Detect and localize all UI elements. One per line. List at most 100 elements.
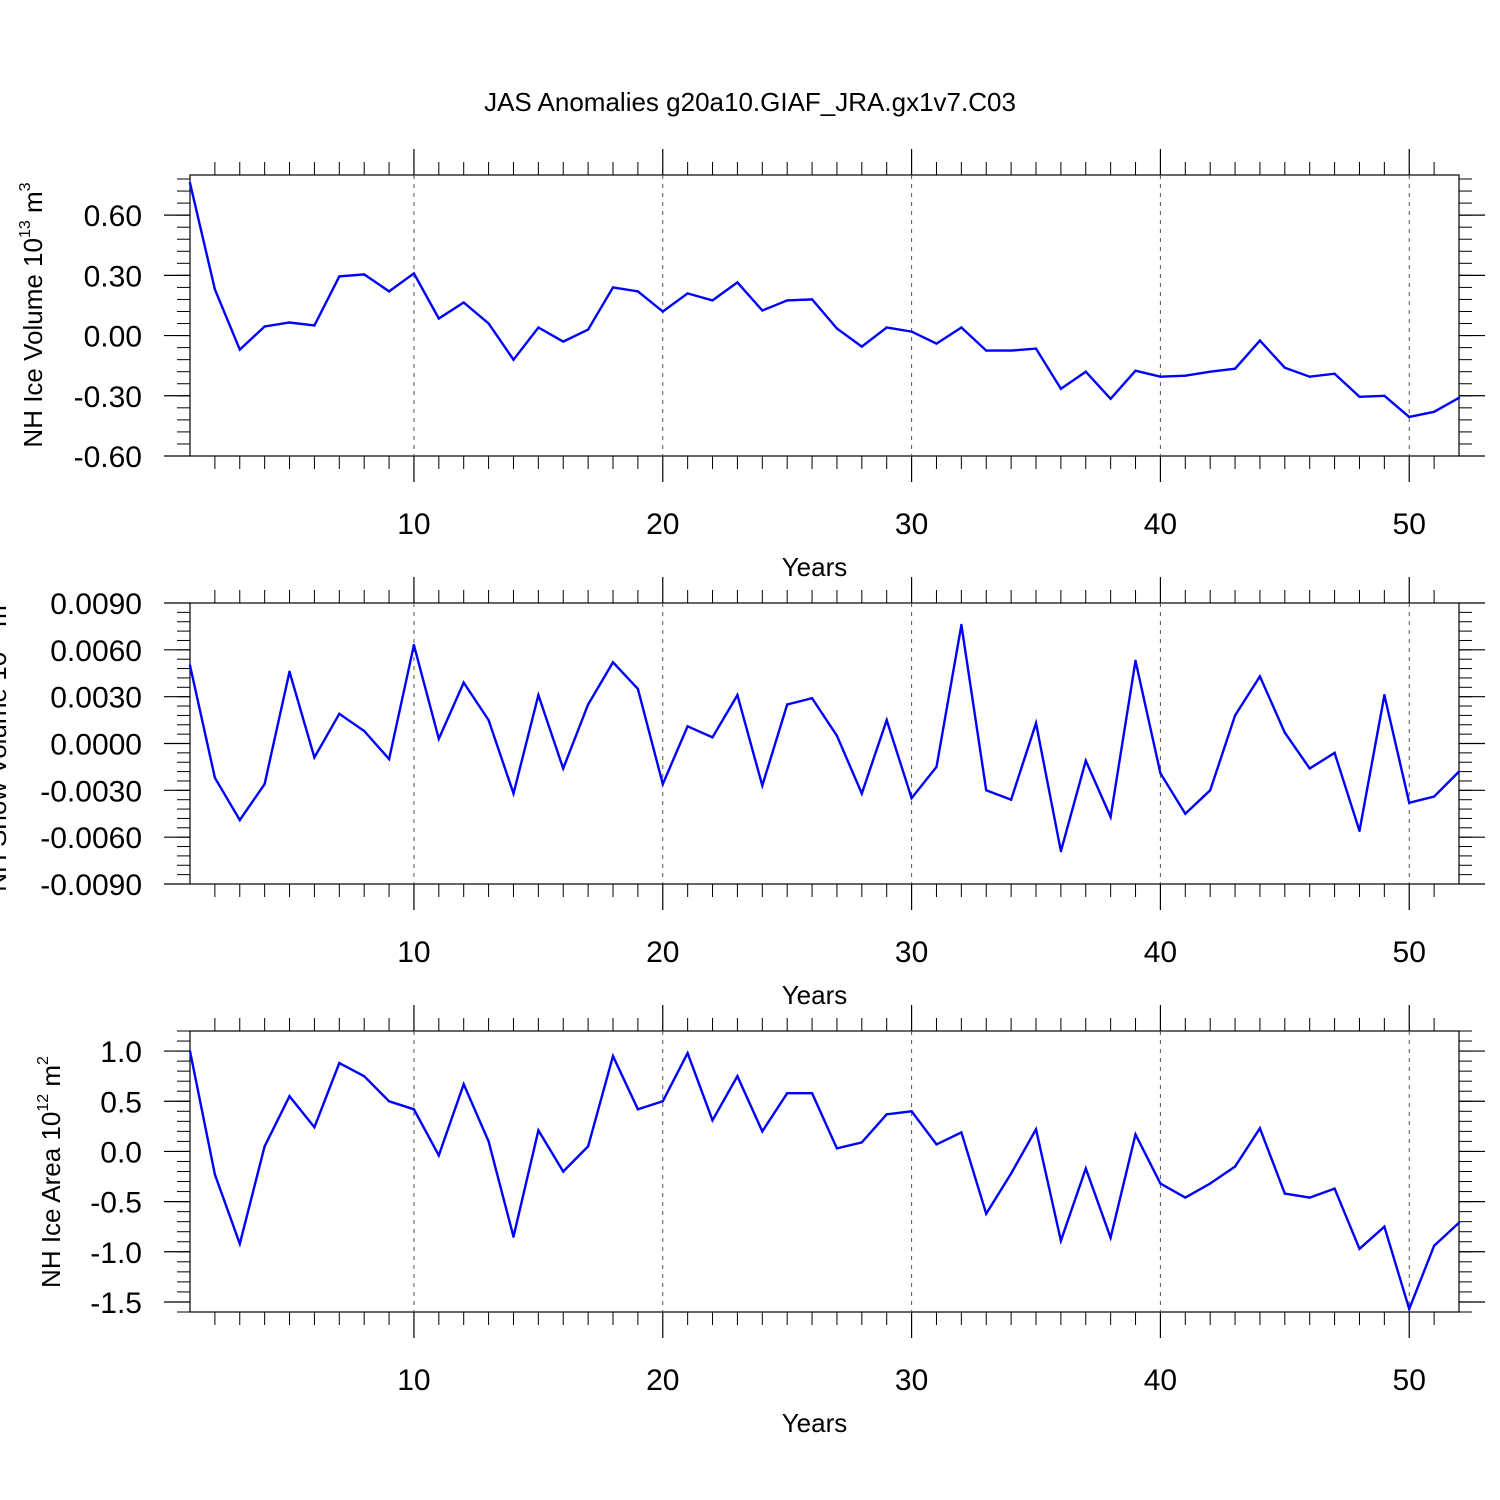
data-point xyxy=(512,358,515,361)
data-point xyxy=(1109,1236,1112,1239)
data-point xyxy=(1084,1167,1088,1170)
data-point xyxy=(1184,1196,1187,1199)
data-point xyxy=(786,703,789,706)
data-point xyxy=(1358,395,1361,398)
data-point xyxy=(736,1075,739,1078)
data-point xyxy=(1258,675,1262,678)
data-point xyxy=(1308,375,1311,378)
data-point xyxy=(313,324,316,327)
panels-group: 10 20 30 40 50 Years 0.60 0.30 0.00 -0.30 -0.60 NH … xyxy=(0,149,1485,1438)
data-point xyxy=(213,776,217,779)
data-point xyxy=(761,1130,764,1133)
data-point xyxy=(412,643,416,647)
data-point xyxy=(437,317,440,320)
y-tick-label: 0.0 xyxy=(100,1136,142,1169)
x-tick-label: 50 xyxy=(1393,936,1426,969)
figure-title: JAS Anomalies g20a10.GIAF_JRA.gx1v7.C03 xyxy=(484,87,1016,117)
y-axis-label: NH Ice Volume 1013 m3 xyxy=(17,182,48,447)
data-point xyxy=(1383,1225,1386,1228)
data-point xyxy=(985,1212,988,1215)
x-tick-label: 50 xyxy=(1393,1364,1426,1397)
data-point xyxy=(711,736,714,739)
data-point xyxy=(611,286,615,289)
data-point xyxy=(935,342,938,345)
series-line xyxy=(188,1050,1460,1313)
data-point xyxy=(810,298,814,301)
snow-volume-panel: 10 20 30 40 50 Years 0.0090 0.0060 0.0030 0.0000 -… xyxy=(0,577,1485,1010)
data-point xyxy=(1159,375,1162,378)
data-point xyxy=(537,693,540,697)
data-point xyxy=(288,1095,291,1098)
data-point xyxy=(1009,349,1013,352)
data-point xyxy=(313,1126,316,1129)
x-tick-label: 50 xyxy=(1393,508,1426,541)
y-tick-label: -0.60 xyxy=(74,441,142,474)
data-point xyxy=(985,789,988,792)
y-axis-label: NH Ice Area 1012 m2 xyxy=(35,1056,66,1288)
y-tick-label: -1.5 xyxy=(90,1287,142,1320)
data-point xyxy=(985,349,988,352)
data-point xyxy=(761,309,764,312)
y-tick-label: 0.00 xyxy=(84,321,142,354)
data-point xyxy=(412,1108,416,1111)
x-tick-label: 10 xyxy=(397,1364,430,1397)
data-point xyxy=(562,340,565,343)
y-tick-label: -0.0030 xyxy=(40,775,142,808)
y-tick-label: -0.0090 xyxy=(40,869,142,902)
data-point xyxy=(885,326,888,329)
data-point xyxy=(1059,387,1063,390)
data-point xyxy=(1358,829,1361,833)
data-point xyxy=(810,1092,814,1095)
data-point xyxy=(412,272,416,275)
data-point xyxy=(1283,1192,1287,1195)
data-point xyxy=(835,734,839,737)
data-point xyxy=(1059,850,1063,853)
y-axis-label-exponent: 12 xyxy=(35,1094,52,1112)
data-point xyxy=(1034,347,1038,350)
data-point xyxy=(387,757,391,761)
data-point xyxy=(1308,767,1311,770)
data-point xyxy=(1408,1307,1411,1311)
data-point xyxy=(288,670,291,673)
data-point xyxy=(437,737,440,740)
data-point xyxy=(835,327,839,330)
x-axis-label: Years xyxy=(782,1408,848,1438)
x-tick-label: 30 xyxy=(895,508,928,541)
data-point xyxy=(1209,789,1212,792)
data-point xyxy=(338,712,341,715)
data-point xyxy=(1109,815,1112,819)
ice-volume-panel: 10 20 30 40 50 Years 0.60 0.30 0.00 -0.30 -0.60 NH … xyxy=(17,149,1485,582)
data-point xyxy=(1432,795,1436,798)
data-point xyxy=(661,310,664,313)
x-tick-label: 30 xyxy=(895,936,928,969)
x-tick-label: 20 xyxy=(646,936,679,969)
data-point xyxy=(1258,1127,1262,1130)
data-point xyxy=(1333,372,1336,375)
y-tick-label: -0.5 xyxy=(90,1187,142,1220)
x-tick-label: 40 xyxy=(1144,936,1177,969)
y-tick-label: 0.30 xyxy=(84,260,142,293)
data-point xyxy=(910,1110,913,1113)
data-point xyxy=(885,718,888,722)
data-point xyxy=(686,1051,689,1055)
data-point xyxy=(562,767,565,770)
data-point xyxy=(1408,801,1411,804)
data-point xyxy=(910,330,913,333)
data-point xyxy=(462,1083,465,1086)
data-point xyxy=(636,290,640,293)
x-axis-label: Years xyxy=(782,980,848,1010)
data-point xyxy=(338,1061,341,1065)
data-point xyxy=(1333,751,1336,755)
data-point xyxy=(711,299,714,302)
data-point xyxy=(263,325,266,328)
data-point xyxy=(188,181,192,185)
data-point xyxy=(1383,394,1386,397)
data-point xyxy=(462,301,465,304)
data-point xyxy=(1233,367,1237,370)
data-point xyxy=(736,693,739,697)
data-point xyxy=(338,275,341,278)
data-point xyxy=(387,290,391,293)
data-point xyxy=(363,729,366,733)
x-tick-label: 20 xyxy=(646,1364,679,1397)
